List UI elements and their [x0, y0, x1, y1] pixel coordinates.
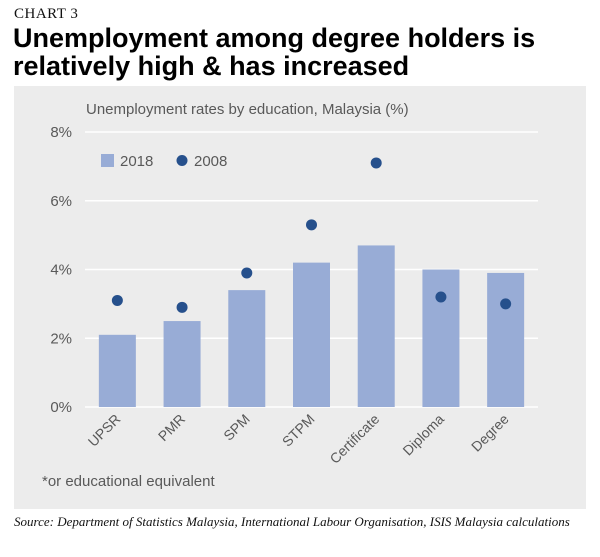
x-tick-label: Degree: [468, 411, 512, 455]
x-tick-label: STPM: [279, 411, 318, 450]
x-tick-label: UPSR: [85, 411, 124, 450]
bar-2018: [487, 272, 525, 407]
bar-2018: [293, 262, 330, 407]
y-tick-label: 8%: [50, 124, 72, 141]
x-tick-label: SPM: [220, 411, 253, 444]
dot-2008: [435, 291, 447, 303]
bar-2018: [357, 245, 395, 407]
headline: Unemployment among degree holders is rel…: [13, 23, 536, 81]
dot-2008: [241, 267, 253, 279]
x-tick-label: Diploma: [399, 411, 447, 459]
legend-swatch-2018: [101, 154, 114, 167]
legend-marker-2008: [176, 155, 188, 166]
y-tick-label: 2%: [50, 330, 72, 347]
y-axis: 0% 2% 4% 6% 8%: [50, 124, 72, 416]
dot-2008: [176, 301, 188, 313]
source-note: Source: Department of Statistics Malaysi…: [14, 514, 570, 529]
bars-2018: [98, 245, 525, 407]
bar-2018: [163, 321, 201, 407]
y-tick-label: 4%: [50, 262, 72, 279]
footnote: *or educational equivalent: [42, 473, 215, 490]
x-tick-label: Certificate: [326, 411, 382, 467]
dot-2008: [500, 298, 512, 310]
bar-2018: [98, 334, 136, 407]
dot-2008: [306, 219, 317, 231]
bar-2018: [422, 269, 460, 407]
chart-number: CHART 3: [14, 6, 79, 22]
y-tick-label: 6%: [50, 193, 72, 210]
bar-2018: [228, 290, 266, 407]
y-tick-label: 0%: [50, 399, 72, 416]
dot-2008: [111, 294, 123, 306]
legend-label-2008: 2008: [194, 153, 227, 170]
x-axis: UPSR PMR SPM STPM Certificate Diploma Degree: [85, 411, 512, 467]
dot-2008: [370, 157, 382, 169]
chart-title: Unemployment rates by education, Malaysi…: [86, 101, 409, 118]
legend-label-2018: 2018: [120, 153, 153, 170]
x-tick-label: PMR: [155, 411, 188, 444]
legend: 2018 2008: [101, 153, 227, 170]
dots-2008: [111, 157, 512, 313]
